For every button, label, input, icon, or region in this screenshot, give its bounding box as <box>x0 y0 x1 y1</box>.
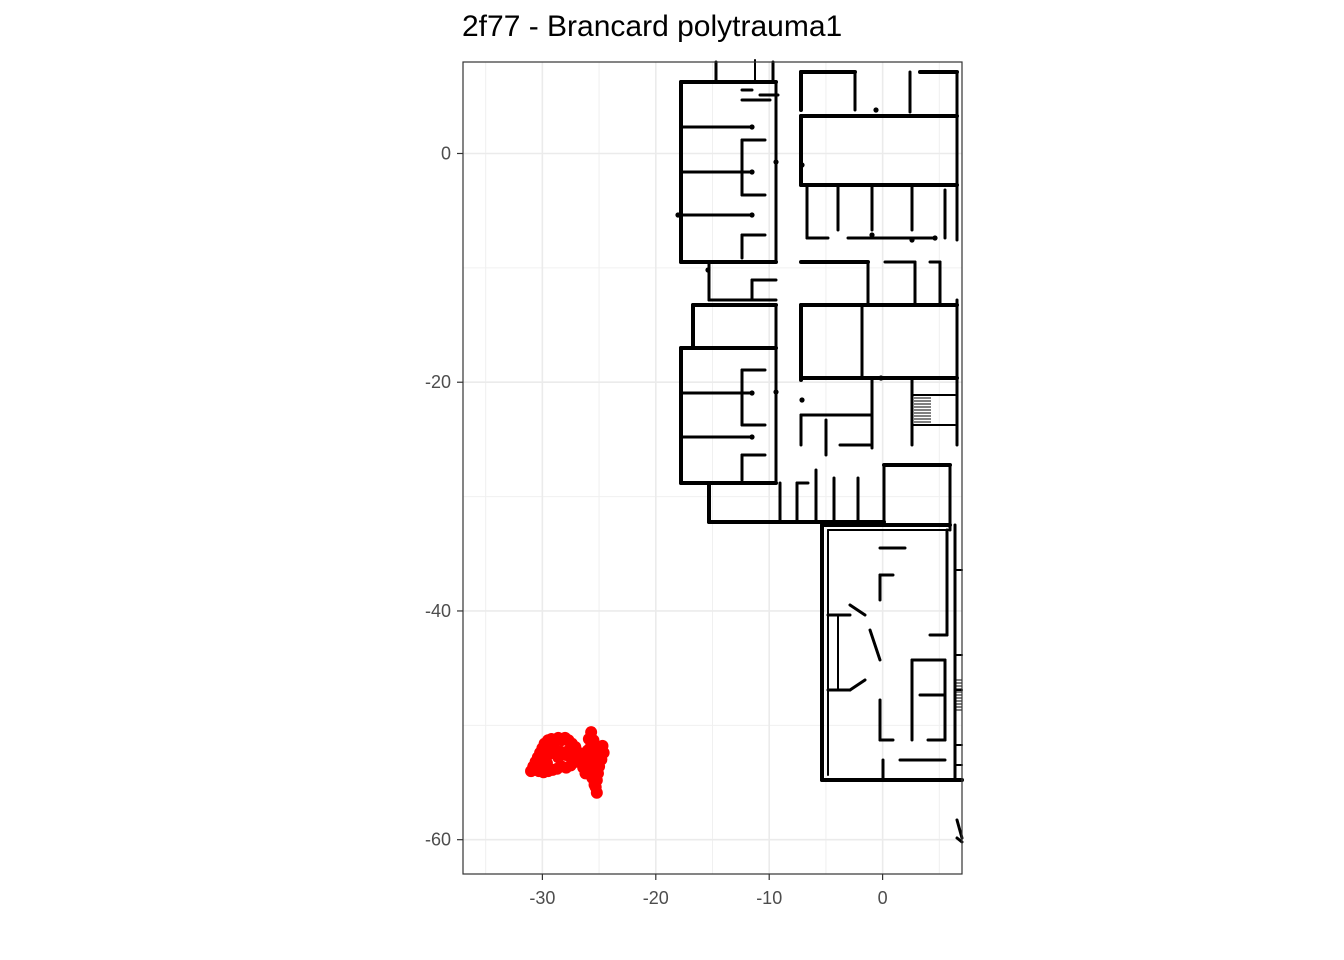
panel-border <box>462 61 963 875</box>
grid-major <box>463 62 962 874</box>
door-marker <box>869 232 875 238</box>
door-marker <box>873 107 879 113</box>
door-marker <box>773 159 779 165</box>
grid-minor <box>463 62 962 874</box>
data-point <box>563 743 576 756</box>
door-marker <box>749 434 755 440</box>
door-marker <box>749 390 755 396</box>
door-marker <box>909 237 915 243</box>
y-tick-label: -20 <box>425 372 451 392</box>
door-marker <box>675 212 681 218</box>
door-marker <box>932 235 938 241</box>
data-point <box>552 751 565 764</box>
y-axis-tick-labels: 0 -20 -40 -60 <box>425 143 451 849</box>
wall <box>848 678 867 692</box>
y-tick-label: 0 <box>441 143 451 163</box>
x-tick-label: -20 <box>643 888 669 908</box>
x-tick-label: 0 <box>878 888 888 908</box>
data-point <box>584 754 597 767</box>
wall <box>868 628 882 662</box>
axis-ticks <box>457 152 884 880</box>
wall <box>848 603 867 617</box>
data-point <box>571 754 584 767</box>
x-tick-label: -10 <box>756 888 782 908</box>
door-marker <box>878 375 884 381</box>
chart-title: 2f77 - Brancard polytrauma1 <box>462 10 843 43</box>
door-marker <box>799 162 805 168</box>
x-tick-label: -30 <box>529 888 555 908</box>
data-point <box>547 739 560 752</box>
y-tick-label: -40 <box>425 601 451 621</box>
data-point <box>593 753 606 766</box>
door-marker <box>773 389 779 395</box>
data-point <box>540 757 553 770</box>
data-points <box>525 726 610 799</box>
floorplan <box>675 59 964 844</box>
wall <box>955 818 964 840</box>
wall <box>955 836 964 844</box>
door-marker <box>799 397 805 403</box>
data-point <box>586 766 599 779</box>
door-marker <box>749 169 755 175</box>
y-tick-label: -60 <box>425 830 451 850</box>
x-axis-tick-labels: -30 -20 -10 0 <box>529 888 887 908</box>
door-marker <box>749 124 755 130</box>
door-marker <box>705 267 711 273</box>
door-marker <box>749 212 755 218</box>
